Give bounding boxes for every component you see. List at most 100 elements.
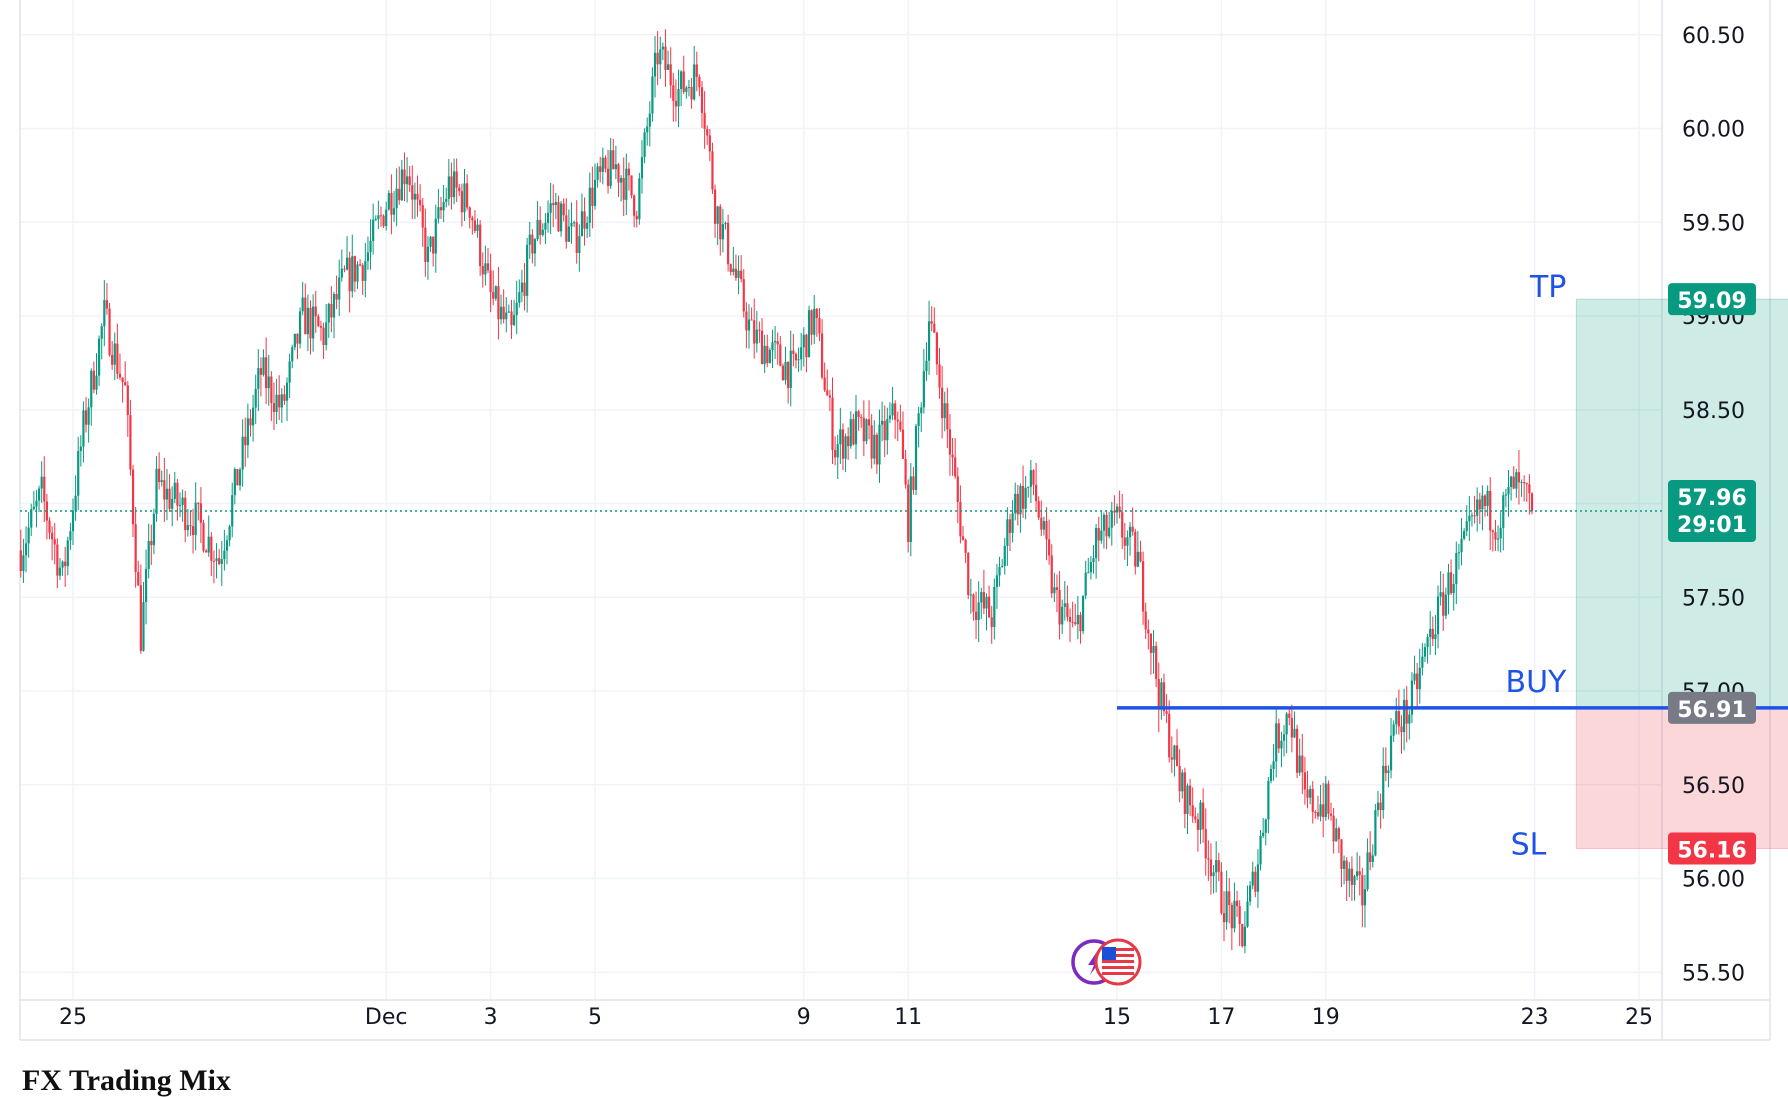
candle-body [1225,891,1228,923]
candle-body [1361,875,1364,906]
candle-body [259,368,263,375]
candle-body [1280,740,1283,749]
candle-body [314,306,317,317]
candle-body [463,183,466,213]
candle-body [1024,487,1027,509]
candle-body [1369,852,1372,862]
stop-loss-badge-bg [1668,832,1756,865]
candle-body [1309,788,1312,798]
candle-body [878,424,881,465]
candle-body [1097,528,1100,541]
take-profit-label: TP [1529,270,1566,305]
candle-body [1371,855,1374,862]
candle-body [419,199,422,206]
candle-body [298,311,302,344]
candle-body [526,244,529,296]
candle-body [682,71,685,92]
candle-body [567,226,570,242]
candle-body [228,526,231,541]
candle-body [1504,494,1507,496]
candle-body [536,220,539,240]
candle-body [416,193,419,200]
footer-title: FX Trading Mix [22,1064,231,1097]
candle-body [1395,711,1398,725]
candle-body [387,193,390,210]
candle-body [753,320,756,344]
candle-body [1481,495,1484,510]
candle-body [1316,812,1320,817]
candle-body [152,513,156,546]
flag-stripe [1102,948,1134,951]
candle-body [818,318,821,334]
candle-body [330,303,333,318]
candle-body [90,370,93,408]
candle-body [651,76,654,114]
candle-body [1298,755,1301,773]
candle-body [831,397,834,451]
candle-body [1319,804,1322,817]
candle-body [1209,859,1213,877]
candle-body [599,166,602,172]
candle-body [335,294,338,300]
candle-body [251,407,255,426]
candle-body [1142,561,1145,612]
candle-body [150,541,153,546]
grid-lines [20,0,1662,1000]
candle-body [820,333,824,378]
candle-body [1311,788,1314,812]
candle-body [395,188,398,209]
candle-body [413,193,417,200]
candle-body [810,310,813,335]
candle-body [552,203,555,206]
candle-body [1027,486,1030,488]
candle-body [306,307,309,335]
candle-body [481,265,484,275]
candle-body [985,596,988,609]
candle-body [1194,816,1197,820]
stop-loss-label: SL [1511,828,1547,863]
candle-body [1178,766,1181,792]
candle-body [207,536,210,553]
candle-body [852,419,855,445]
candle-body [332,294,336,318]
candle-body [1358,871,1361,876]
candle-body [669,64,672,86]
candle-body [103,300,106,327]
candle-body [1173,745,1176,760]
candle-body [1429,628,1432,638]
flag-stripe [1102,960,1134,963]
candle-body [1348,868,1351,881]
candle-body [19,550,22,571]
candle-body [476,224,479,231]
candle-body [1416,673,1419,690]
candle-body [1220,871,1223,914]
candle-body [1465,521,1468,532]
candle-body [1165,711,1168,714]
candle-body [163,480,166,500]
candle-body [178,504,182,506]
candle-body [1155,646,1158,680]
candle-body [220,559,223,565]
candle-body [1063,603,1066,607]
candle-body [742,279,745,312]
candle-body [144,568,148,603]
candle-body [1053,587,1056,594]
candle-body [233,469,236,496]
candle-body [886,419,889,441]
candle-body [1525,483,1528,485]
candle-body [779,344,782,366]
candle-body [539,220,542,235]
chart-canvas[interactable]: TPBUYSL55.5056.0056.5057.0057.5058.0058.… [0,0,1788,1050]
candle-body [914,426,918,490]
candle-body [708,135,711,152]
candle-body [758,329,761,331]
candle-body [405,176,409,185]
candle-body [745,311,748,331]
candle-body [285,382,289,401]
candle-body [113,343,116,365]
candle-body [727,222,730,265]
y-tick-label: 58.50 [1682,399,1745,424]
current-price-badge-bg [1668,480,1756,542]
candle-body [1032,470,1035,485]
